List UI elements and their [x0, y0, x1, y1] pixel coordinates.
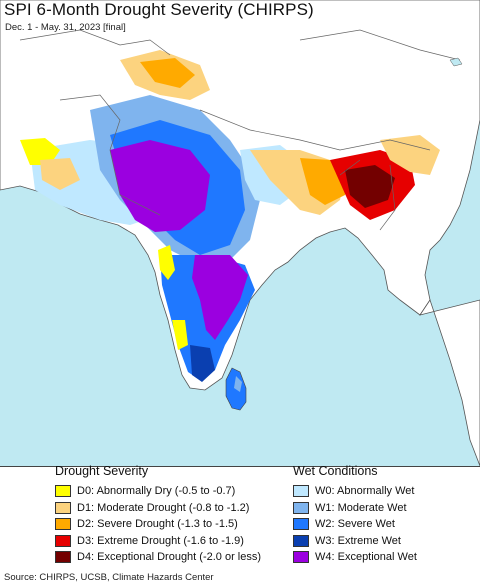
wet-legend-label: W3: Extreme Wet	[315, 534, 401, 547]
wet-legend-heading: Wet Conditions	[293, 464, 378, 478]
drought-legend-swatch	[55, 485, 71, 497]
map-title: SPI 6-Month Drought Severity (CHIRPS)	[4, 0, 314, 19]
wet-zone-w4-deccan	[192, 255, 248, 340]
drought-legend-heading: Drought Severity	[55, 464, 149, 478]
drought-legend-swatch	[55, 551, 71, 563]
drought-d0-northwest	[20, 138, 60, 165]
drought-d0-southwest	[158, 245, 175, 280]
country-borders	[19, 29, 461, 231]
wet-legend-swatch	[293, 501, 309, 514]
map-subtitle: Dec. 1 - May. 31, 2023 [final]	[5, 22, 126, 33]
drought-d1-pakistan	[40, 158, 80, 190]
drought-map: SPI 6-Month Drought Severity (CHIRPS) De…	[0, 0, 480, 467]
drought-legend-label: D1: Moderate Drought (-0.8 to -1.2)	[77, 501, 250, 514]
wet-legend-swatch	[293, 534, 309, 547]
wet-legend-swatch	[293, 518, 309, 530]
wet-zone-w4-northwest	[110, 140, 210, 232]
drought-d1-northeast	[380, 135, 440, 175]
drought-d0-south	[172, 320, 188, 350]
southeast-asia-land	[419, 299, 480, 466]
drought-legend-swatch	[55, 534, 71, 547]
sri-lanka-dry-patch	[234, 376, 242, 392]
drought-legend-swatch	[55, 518, 71, 530]
drought-d4-bangladesh	[345, 165, 395, 208]
drought-d2-north	[140, 58, 195, 88]
wet-legend-swatch	[293, 485, 309, 497]
drought-legend-label: D3: Extreme Drought (-1.6 to -1.9)	[77, 534, 244, 547]
drought-legend-swatch	[55, 501, 71, 514]
drought-legend-label: D0: Abnormally Dry (-0.5 to -0.7)	[77, 485, 236, 497]
wet-legend-label: W4: Exceptional Wet	[315, 551, 417, 563]
drought-legend-label: D2: Severe Drought (-1.3 to -1.5)	[77, 518, 238, 530]
drought-legend-label: D4: Exceptional Drought (-2.0 or less)	[77, 551, 262, 563]
source-credit: Source: CHIRPS, UCSB, Climate Hazards Ce…	[4, 572, 214, 583]
small-lake	[449, 57, 463, 67]
wet-legend-label: W2: Severe Wet	[315, 518, 395, 530]
wet-legend-label: W1: Moderate Wet	[315, 501, 407, 514]
wet-zone-w3-south	[190, 345, 215, 382]
wet-legend-swatch	[293, 551, 309, 563]
map-canvas	[0, 0, 480, 466]
wet-legend-label: W0: Abnormally Wet	[315, 485, 415, 497]
